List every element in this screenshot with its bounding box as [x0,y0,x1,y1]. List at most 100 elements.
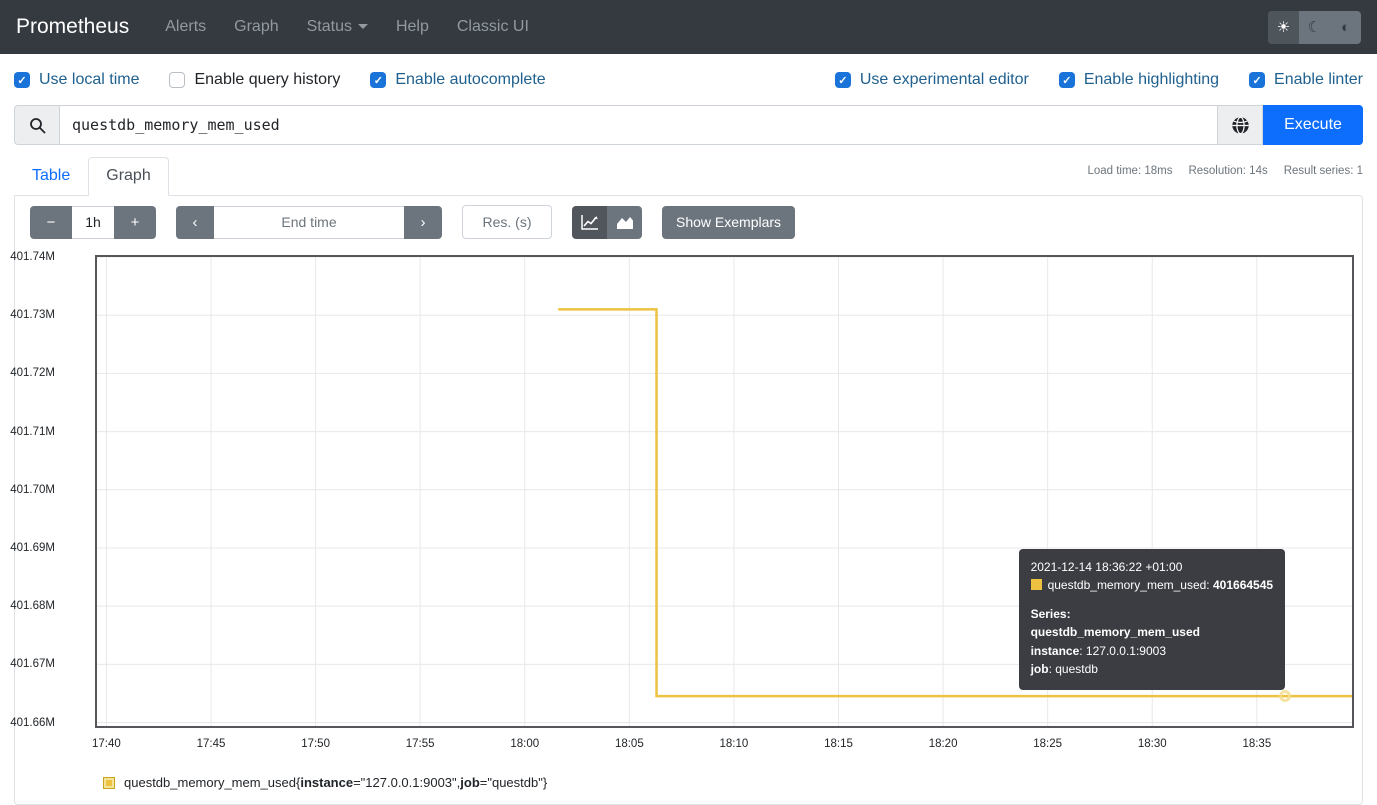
tooltip-timestamp: 2021-12-14 18:36:22 +01:00 [1030,559,1183,574]
x-axis-tick-label: 18:30 [1137,738,1167,750]
end-time-input[interactable] [214,205,404,239]
line-chart-button[interactable] [572,205,607,239]
x-axis-tick-label: 17:50 [301,738,330,750]
settings-row: ✓ Use local time Enable query history ✓ … [0,54,1377,99]
x-axis-tick-label: 18:05 [614,738,644,750]
nav-links: Alerts Graph Status Help Classic UI [153,10,1268,44]
sun-icon: ☀ [1276,19,1291,36]
increase-range-button[interactable]: + [114,205,156,239]
legend-brace-close: } [542,775,548,790]
checkbox-label: Use local time [39,71,140,88]
legend-instance-key: instance [300,775,354,790]
next-time-button[interactable]: › [404,205,442,239]
tooltip-series-heading: Series: [1030,606,1071,621]
checkbox-label: Enable autocomplete [395,71,546,88]
search-icon-addon [14,105,59,145]
y-axis-tick-label: 401.67M [10,658,55,671]
dark-theme-button[interactable]: ☾ [1299,11,1330,44]
resolution-input[interactable] [462,205,552,239]
nav-item-status-label: Status [306,18,352,35]
checkbox-use-experimental-editor[interactable]: ✓ Use experimental editor [834,71,1029,89]
y-axis-tick-label: 401.72M [10,367,55,380]
checkbox-enable-autocomplete[interactable]: ✓ Enable autocomplete [370,71,546,89]
nav-item-classic-ui[interactable]: Classic UI [456,18,529,35]
tooltip-series-name: questdb_memory_mem_used [1030,625,1200,640]
query-input[interactable] [59,105,1218,145]
area-chart-icon [616,217,633,229]
tooltip-job-value: : questdb [1048,662,1098,677]
checkbox-label: Enable query history [194,71,341,88]
nav-item-help[interactable]: Help [395,18,429,35]
chevron-left-icon: ‹ [192,213,198,231]
query-bar: Execute [0,99,1377,145]
checkbox-enable-highlighting[interactable]: ✓ Enable highlighting [1058,71,1220,89]
checkbox-checked-icon[interactable]: ✓ [1058,72,1075,88]
stacked-chart-button[interactable] [607,205,642,239]
auto-theme-button[interactable]: ◐ [1330,11,1361,44]
tooltip-job-label: job: questdb [1031,660,1274,679]
checkbox-label: Enable highlighting [1083,71,1220,88]
line-chart-icon [580,215,598,230]
query-stats: Load time: 18ms Resolution: 14s Result s… [1087,165,1363,195]
series-legend[interactable]: questdb_memory_mem_used{instance ="127.0.… [103,775,547,790]
hover-tooltip: 2021-12-14 18:36:22 +01:00 questdb_memor… [1018,548,1286,691]
checkbox-use-local-time[interactable]: ✓ Use local time [14,71,139,89]
tabs-row: Table Graph Load time: 18ms Resolution: … [0,145,1377,196]
x-axis-tick-label: 17:45 [196,738,226,750]
range-control: − + [30,205,156,239]
checkbox-enable-query-history[interactable]: Enable query history [169,71,340,89]
tab-graph[interactable]: Graph [88,157,169,196]
x-axis-tick-label: 18:35 [1242,738,1272,750]
nav-item-alerts[interactable]: Alerts [165,18,207,35]
moon-icon: ☾ [1307,19,1322,36]
nav-item-graph[interactable]: Graph [234,18,279,35]
legend-metric-name: questdb_memory_mem_used [124,775,296,790]
checkbox-unchecked-icon[interactable] [169,72,186,88]
checkbox-checked-icon[interactable]: ✓ [370,72,387,88]
chevron-down-icon [357,24,368,30]
range-input[interactable] [72,205,114,239]
graph-toolbar: − + ‹ › Show Exemplars [30,205,1347,239]
y-axis-tick-label: 401.71M [10,425,55,438]
result-series-stat: Result series: 1 [1283,165,1363,177]
tooltip-metric-label: questdb_memory_mem_used: [1047,578,1210,593]
half-circle-icon: ◐ [1340,18,1351,36]
load-time-stat: Load time: 18ms [1087,165,1173,177]
chart-region: 2021-12-14 18:36:22 +01:00 questdb_memor… [10,251,1354,790]
legend-job-value: ="questdb" [479,775,543,790]
nav-item-status[interactable]: Status [295,10,380,44]
checkbox-checked-icon[interactable]: ✓ [834,72,851,88]
tab-table[interactable]: Table [32,167,71,184]
tooltip-value-line: questdb_memory_mem_used: 401664545 [1030,576,1273,595]
y-axis-tick-label: 401.74M [10,251,55,263]
tooltip-job-key: job [1030,662,1049,677]
tooltip-instance-label: instance: 127.0.0.1:9003 [1031,642,1274,661]
metrics-explorer-button[interactable] [1218,105,1263,145]
show-exemplars-button[interactable]: Show Exemplars [662,205,796,239]
y-axis-tick-label: 401.73M [10,309,55,322]
decrease-range-button[interactable]: − [30,205,72,239]
checkbox-checked-icon[interactable]: ✓ [14,72,30,88]
brand-prometheus[interactable]: Prometheus [16,15,130,38]
x-axis-tick-label: 17:55 [405,738,435,750]
globe-icon [1231,116,1249,134]
y-axis-tick-label: 401.70M [10,483,55,496]
settings-right: ✓ Use experimental editor ✓ Enable highl… [834,71,1363,89]
prev-time-button[interactable]: ‹ [176,205,214,239]
graph-panel: − + ‹ › Show Exemplars [10,195,1363,805]
y-axis-tick-label: 401.68M [10,600,55,613]
y-axis-tick-label: 401.69M [10,541,55,554]
checkbox-checked-icon[interactable]: ✓ [1249,72,1266,88]
tooltip-instance-key: instance [1030,643,1080,658]
tooltip-instance-value: : 127.0.0.1:9003 [1079,643,1166,658]
execute-button[interactable]: Execute [1263,105,1363,145]
light-theme-button[interactable]: ☀ [1268,10,1299,44]
x-axis-tick-label: 18:15 [824,738,853,750]
time-series-plot[interactable]: 2021-12-14 18:36:22 +01:00 questdb_memor… [95,255,1354,728]
legend-brace-open: { [295,775,301,790]
search-icon [29,117,45,133]
x-axis-tick-label: 18:25 [1033,738,1063,750]
x-axis-tick-label: 17:40 [92,738,121,750]
checkbox-enable-linter[interactable]: ✓ Enable linter [1249,71,1363,89]
theme-toggle-group: ☀ ☾ ◐ [1268,10,1361,44]
